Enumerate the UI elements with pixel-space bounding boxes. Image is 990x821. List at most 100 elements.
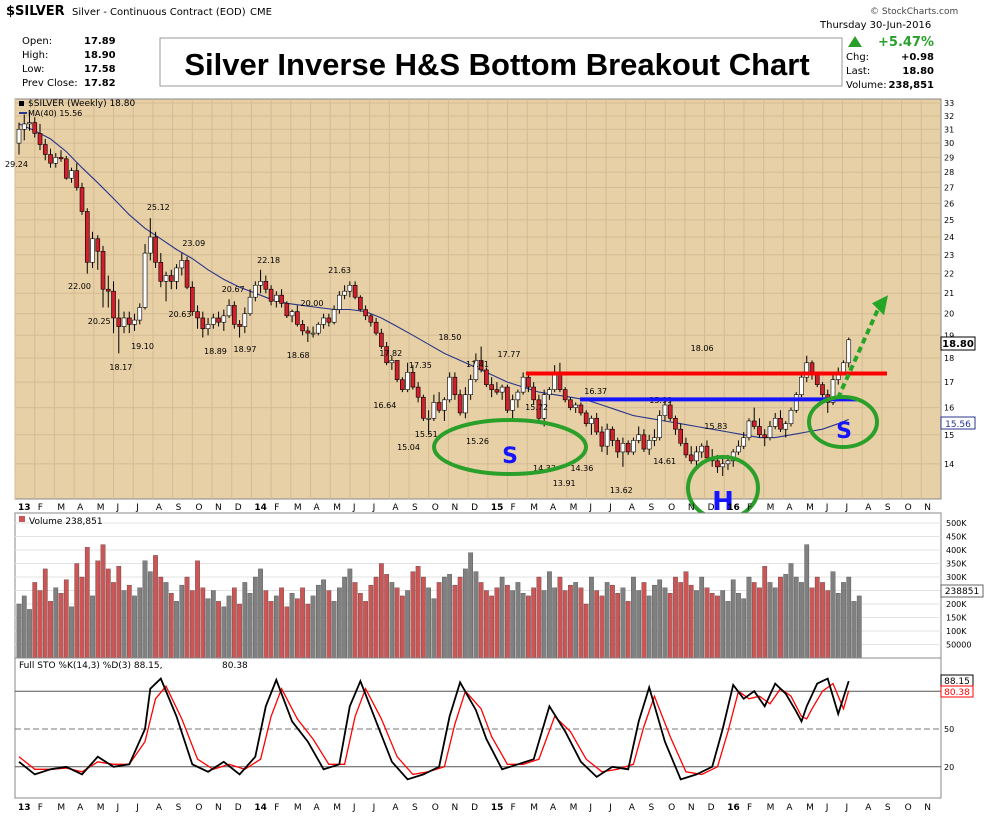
month-tick-label: J: [352, 503, 356, 513]
candle-down: [478, 360, 484, 371]
price-tick-label: 31: [944, 125, 954, 134]
volume-bar: [231, 587, 237, 659]
candle-up: [205, 324, 211, 330]
volume-bar: [536, 576, 542, 659]
month-tick-label: A: [865, 803, 872, 813]
chg-value: +0.98: [901, 52, 934, 63]
high-value: 18.90: [84, 50, 116, 61]
price-annotations: 29.24 22.00 20.25 18.17 19.10 25.12 20.63 23.09…: [5, 160, 727, 495]
price-tick-label: 14: [944, 460, 954, 469]
candle-up: [21, 123, 27, 130]
candle-down: [641, 434, 647, 450]
candle-up: [646, 440, 652, 450]
candle-up: [242, 313, 248, 327]
description: Silver - Continuous Contract (EOD): [72, 7, 246, 18]
volume-bar: [604, 582, 610, 659]
volume-bar: [547, 571, 552, 659]
ma40-line: [18, 123, 849, 439]
candle-down: [436, 402, 442, 411]
candle-up: [174, 267, 179, 282]
candle-up: [652, 437, 657, 441]
candle-down: [715, 460, 720, 468]
volume-bar: [730, 579, 736, 659]
volume-bar: [841, 582, 846, 659]
price-annotation: 20.25: [88, 317, 111, 326]
candle-down: [778, 417, 783, 430]
month-tick-label: N: [215, 503, 222, 513]
price-annotation: 17.82: [379, 349, 402, 358]
candle-up: [342, 290, 347, 296]
volume-bar: [788, 563, 794, 659]
candle-down: [373, 321, 379, 334]
month-tick-label: M: [57, 803, 65, 813]
volume-bar: [715, 595, 720, 659]
volume-tag-text: 238851: [945, 587, 979, 597]
price-annotation: 18.68: [287, 351, 310, 360]
candle-down: [58, 157, 64, 160]
candle-down: [368, 315, 374, 323]
volume-bar: [336, 587, 342, 659]
price-tick-label: 18: [944, 354, 954, 363]
candle-down: [63, 158, 69, 179]
candle-up: [631, 440, 636, 453]
candle-down: [84, 211, 90, 263]
header: $SILVER Silver - Continuous Contract (EO…: [6, 4, 958, 91]
month-tick-label: A: [392, 503, 399, 513]
volume-bar: [526, 595, 531, 659]
sto-legend-label: Full STO %K(14,3) %D(3) 88.15,: [19, 661, 163, 671]
candle-down: [568, 399, 573, 408]
volume-bar: [184, 576, 190, 659]
month-tick-label: M: [530, 503, 538, 513]
last-label: Last:: [846, 66, 870, 77]
volume-bar: [746, 576, 752, 659]
month-tick-label: F: [274, 803, 279, 813]
candle-up: [573, 404, 578, 408]
price-tick-label: 19: [944, 331, 954, 340]
candle-down: [37, 133, 43, 145]
month-tick-label: J: [825, 503, 829, 513]
month-tick-label: M: [806, 803, 814, 813]
candle-up: [720, 463, 726, 468]
month-tick-label: S: [176, 803, 182, 813]
breakout-arrowhead-icon: [872, 295, 888, 316]
month-tick-label: M: [294, 503, 302, 513]
candle-up: [799, 376, 804, 395]
candle-down: [583, 412, 589, 425]
chg-label: Chg:: [846, 52, 869, 63]
volume-bar: [531, 587, 537, 659]
volume-bar: [121, 590, 127, 659]
volume-bar: [830, 571, 836, 659]
volume-bar: [195, 560, 200, 659]
candle-down: [562, 389, 568, 401]
candle-down: [814, 374, 820, 385]
price-annotation: 15.83: [704, 422, 727, 431]
volume-bar: [415, 566, 421, 659]
volume-bar: [200, 587, 206, 659]
volume-bar: [678, 582, 684, 659]
price-annotation: 14.36: [570, 464, 593, 473]
volume-bar: [394, 587, 400, 659]
candles: [16, 112, 852, 477]
volume-bar: [331, 601, 337, 659]
price-annotation: 15.26: [466, 437, 489, 446]
prevclose-label: Prev Close:: [22, 78, 78, 89]
month-tick-label: N: [924, 803, 931, 813]
month-tick-label: J: [116, 803, 120, 813]
month-tick-label: F: [511, 503, 516, 513]
month-tick-label: F: [274, 503, 279, 513]
candle-down: [126, 317, 132, 325]
volume-bar: [825, 590, 831, 659]
price-legend-series: $SILVER (Weekly) 18.80: [28, 99, 135, 109]
volume-bar: [421, 576, 426, 659]
candle-down: [105, 288, 111, 292]
volume-bar: [709, 593, 715, 659]
sto-grid: [15, 690, 941, 768]
candle-down: [32, 122, 38, 134]
sto-tick-label: 20: [944, 763, 954, 772]
volume-bar: [27, 609, 32, 659]
volume-legend-label: Volume 238,851: [29, 517, 103, 527]
volume-bar: [79, 576, 85, 659]
candle-up: [405, 372, 410, 390]
candle-down: [305, 330, 311, 334]
